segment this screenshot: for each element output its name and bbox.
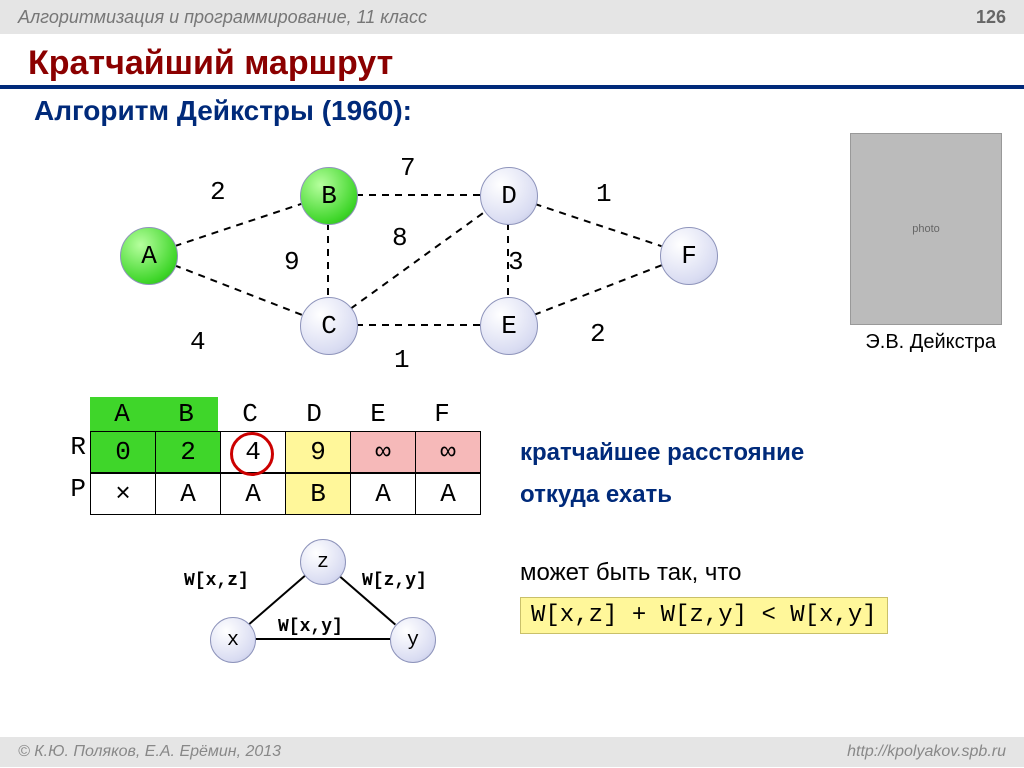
graph-node-F: F <box>660 227 718 285</box>
edge-weight-CD: 8 <box>392 223 408 253</box>
edge-weight-CE: 1 <box>394 345 410 375</box>
graph-node-D: D <box>480 167 538 225</box>
mini-edge-label: W[z,y] <box>362 571 427 591</box>
mini-edge-label: W[x,y] <box>278 617 343 637</box>
graph-node-E: E <box>480 297 538 355</box>
edge-weight-BC: 9 <box>284 247 300 277</box>
edge-weight-AC: 4 <box>190 327 206 357</box>
inequality-formula: W[x,z] + W[z,y] < W[x,y] <box>520 597 888 634</box>
edge-weight-AB: 2 <box>210 177 226 207</box>
graph-node-A: A <box>120 227 178 285</box>
slide-title: Кратчайший маршрут <box>28 44 1024 83</box>
footer-left: © К.Ю. Поляков, Е.А. Ерёмин, 2013 <box>18 737 281 767</box>
header-bar: Алгоритмизация и программирование, 11 кл… <box>0 0 1024 34</box>
mini-node-y: y <box>390 617 436 663</box>
subtitle: Алгоритм Дейкстры (1960): <box>34 95 1024 127</box>
course-title: Алгоритмизация и программирование, 11 кл… <box>18 0 427 34</box>
title-rule <box>0 85 1024 89</box>
edge-weight-EF: 2 <box>590 319 606 349</box>
note-text: может быть так, что <box>520 559 741 587</box>
graph-node-B: B <box>300 167 358 225</box>
page-number: 126 <box>976 0 1006 34</box>
edge-weight-BD: 7 <box>400 153 416 183</box>
edge-weight-DF: 1 <box>596 179 612 209</box>
mini-edge-label: W[x,z] <box>184 571 249 591</box>
footer-right: http://kpolyakov.spb.ru <box>847 737 1006 767</box>
edge-weight-DE: 3 <box>508 247 524 277</box>
mini-node-x: x <box>210 617 256 663</box>
graph-node-C: C <box>300 297 358 355</box>
mini-node-z: z <box>300 539 346 585</box>
footer-bar: © К.Ю. Поляков, Е.А. Ерёмин, 2013 http:/… <box>0 737 1024 767</box>
diagram-stage: photo Э.В. Дейкстра ABCDEFR0249∞∞P×AABAA… <box>0 127 1024 767</box>
